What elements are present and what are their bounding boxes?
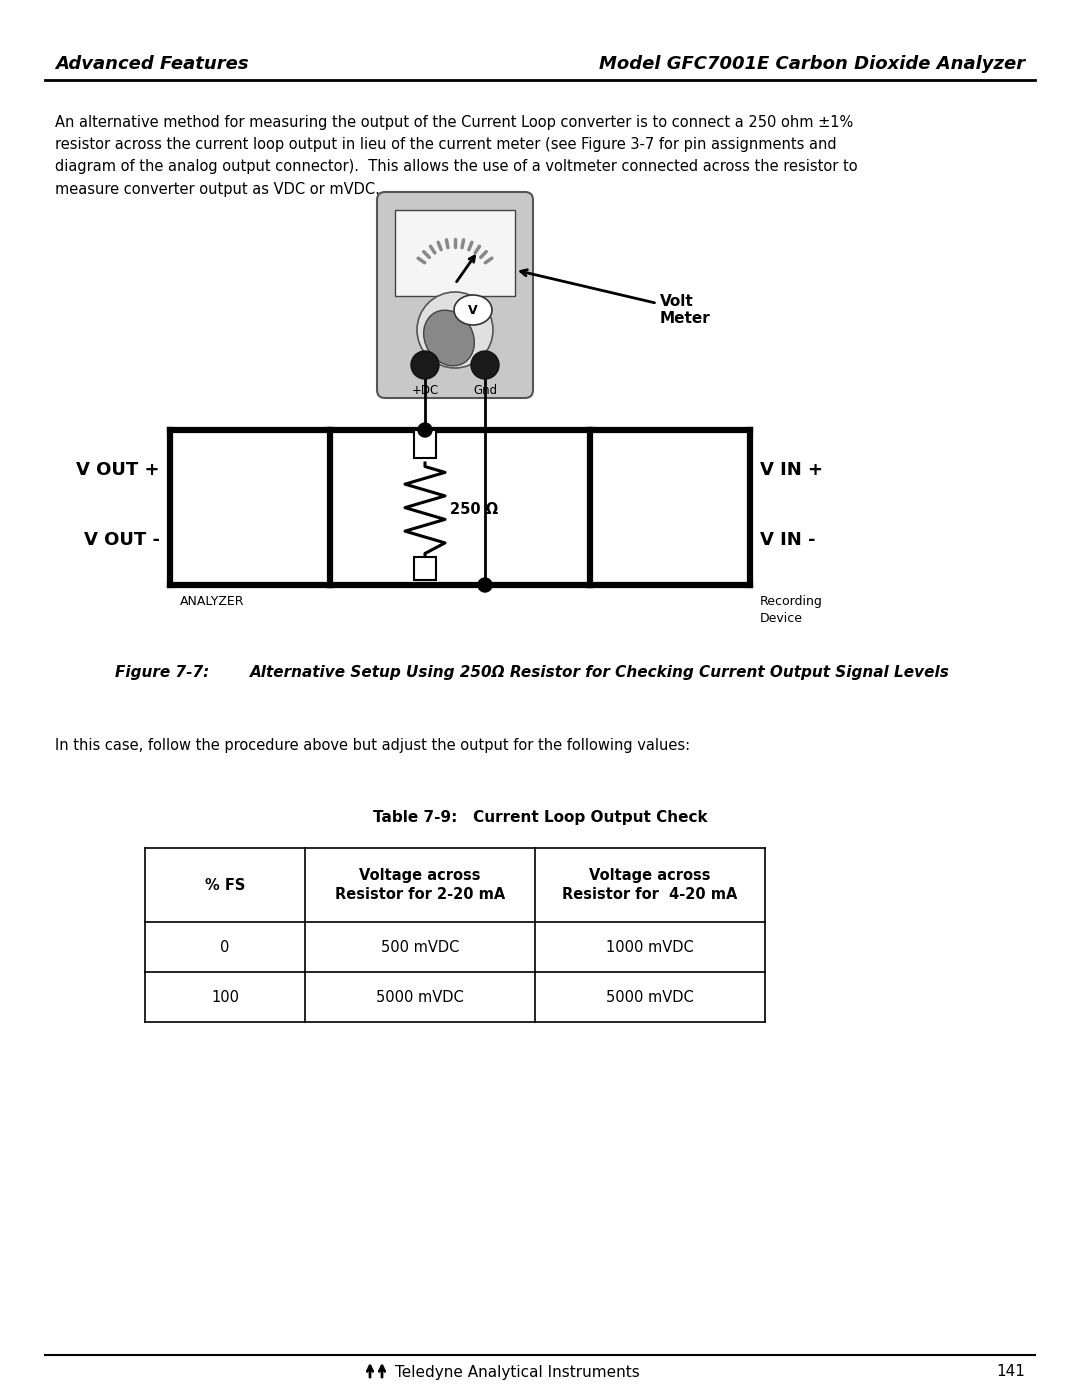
- Text: Gnd: Gnd: [473, 384, 497, 397]
- Ellipse shape: [423, 310, 474, 366]
- Text: ANALYZER: ANALYZER: [180, 595, 244, 608]
- Text: 250 Ω: 250 Ω: [450, 503, 498, 517]
- Text: Figure 7-7:: Figure 7-7:: [114, 665, 210, 680]
- Text: Recording
Device: Recording Device: [760, 595, 823, 624]
- Text: V OUT -: V OUT -: [84, 531, 160, 549]
- Text: Voltage across
Resistor for 2-20 mA: Voltage across Resistor for 2-20 mA: [335, 868, 505, 902]
- Text: Volt
Meter: Volt Meter: [521, 270, 711, 327]
- Text: Alternative Setup Using 250Ω Resistor for Checking Current Output Signal Levels: Alternative Setup Using 250Ω Resistor fo…: [249, 665, 950, 680]
- Circle shape: [418, 423, 432, 437]
- Text: 0: 0: [220, 940, 230, 954]
- Text: 100: 100: [211, 989, 239, 1004]
- Text: In this case, follow the procedure above but adjust the output for the following: In this case, follow the procedure above…: [55, 738, 690, 753]
- Bar: [414, 557, 436, 580]
- Text: 5000 mVDC: 5000 mVDC: [376, 989, 464, 1004]
- Text: Model GFC7001E Carbon Dioxide Analyzer: Model GFC7001E Carbon Dioxide Analyzer: [599, 54, 1025, 73]
- Text: 141: 141: [996, 1365, 1025, 1379]
- Circle shape: [411, 351, 438, 379]
- Text: Table 7-9:   Current Loop Output Check: Table 7-9: Current Loop Output Check: [373, 810, 707, 826]
- Text: Voltage across
Resistor for  4-20 mA: Voltage across Resistor for 4-20 mA: [563, 868, 738, 902]
- Text: V IN -: V IN -: [760, 531, 815, 549]
- Text: 5000 mVDC: 5000 mVDC: [606, 989, 693, 1004]
- Text: V OUT +: V OUT +: [77, 461, 160, 479]
- Circle shape: [478, 578, 492, 592]
- Text: +DC: +DC: [411, 384, 438, 397]
- Text: Advanced Features: Advanced Features: [55, 54, 248, 73]
- Text: 500 mVDC: 500 mVDC: [381, 940, 459, 954]
- Circle shape: [417, 292, 492, 367]
- Text: V: V: [469, 303, 477, 317]
- FancyBboxPatch shape: [395, 210, 515, 296]
- Text: Teledyne Analytical Instruments: Teledyne Analytical Instruments: [395, 1365, 639, 1379]
- Text: V IN +: V IN +: [760, 461, 823, 479]
- Bar: [414, 430, 436, 458]
- Text: An alternative method for measuring the output of the Current Loop converter is : An alternative method for measuring the …: [55, 115, 858, 197]
- FancyBboxPatch shape: [377, 191, 534, 398]
- Circle shape: [471, 351, 499, 379]
- Text: % FS: % FS: [205, 877, 245, 893]
- Text: 1000 mVDC: 1000 mVDC: [606, 940, 693, 954]
- Ellipse shape: [454, 295, 492, 326]
